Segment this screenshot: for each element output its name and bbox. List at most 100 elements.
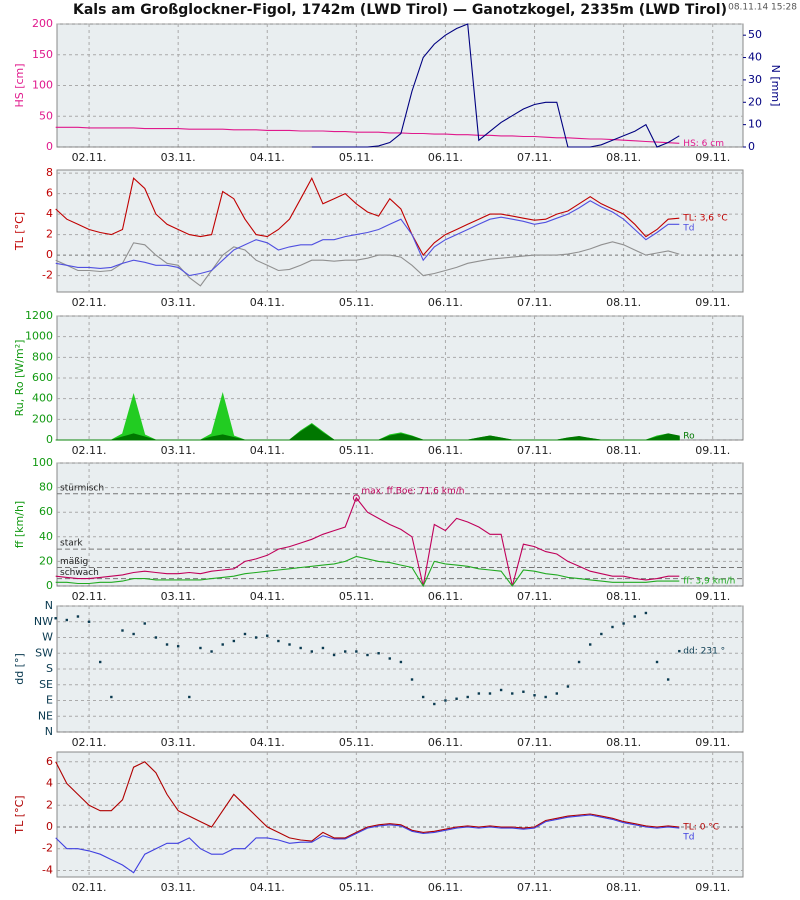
scatter-point [65,618,68,622]
scatter-point [466,695,469,699]
scatter-point [344,650,347,653]
series-label: Ro [683,431,695,441]
scatter-point [577,660,581,664]
series-label: Td [682,224,694,234]
series-label: ff: 3,9 km/h [683,577,735,587]
y-tick-label: 20 [39,554,53,567]
scatter-point [132,632,135,636]
level-label: stark [60,539,83,549]
x-tick-label: 08.11. [606,736,641,749]
y2-tick-label: 40 [748,51,762,64]
scatter-point [176,645,180,648]
x-tick-label: 07.11. [517,590,552,603]
line [55,126,680,144]
x-tick-label: 03.11. [161,296,196,309]
x-tick-label: 07.11. [517,296,552,309]
x-tick-label: 09.11. [695,736,730,749]
scatter-point [277,639,280,643]
x-tick-label: 03.11. [161,151,196,164]
y-tick-label: 200 [32,412,53,425]
level-label: stürmisch [60,483,104,493]
x-tick-label: 05.11. [339,590,374,603]
scatter-point [121,629,124,632]
x-tick-label: 05.11. [339,444,374,457]
y-tick-label: 0 [46,433,53,446]
y2-tick-label: 20 [748,95,762,108]
series-label: TL: 3,6 °C [682,214,727,224]
x-tick-label: 04.11. [250,296,285,309]
scatter-point [666,678,670,681]
x-tick-label: 09.11. [695,151,730,164]
x-tick-label: 08.11. [606,444,641,457]
scatter-point [421,695,425,699]
scatter-point [544,695,547,699]
y-tick-label: S [46,662,53,675]
y-tick-label: 2 [46,228,53,241]
y2-tick-label: 30 [748,73,762,86]
scatter-point [154,636,158,639]
line [55,176,680,257]
line [55,761,680,842]
scatter-point [622,622,625,625]
scatter-point [332,653,336,657]
scatter-point [355,650,358,653]
area [55,424,680,441]
y-tick-label: 200 [32,17,53,30]
x-tick-label: 02.11. [72,590,107,603]
scatter-point [377,652,380,655]
y2-tick-label: 0 [748,140,755,153]
y-tick-label: 6 [46,755,53,768]
x-tick-label: 06.11. [428,151,463,164]
scatter-point [410,678,414,681]
x-tick-label: 04.11. [250,151,285,164]
y-tick-label: 100 [32,79,53,92]
y-axis-label: TL [°C] [13,212,26,251]
x-tick-label: 03.11. [161,590,196,603]
y-tick-label: N [45,599,53,612]
scatter-point [266,634,269,637]
y-tick-label: N [45,725,53,738]
y-tick-label: 80 [39,481,53,494]
scatter-point [143,622,146,625]
x-tick-label: 08.11. [606,296,641,309]
y2-axis-label: N [mm] [769,65,782,107]
scatter-point [455,697,458,700]
scatter-point [232,639,236,643]
scatter-point [433,702,436,706]
y-tick-label: 50 [39,109,53,122]
x-tick-label: 07.11. [517,881,552,894]
scatter-point [165,643,169,646]
line [55,496,680,587]
scatter-point [589,643,592,646]
x-tick-label: 07.11. [517,151,552,164]
scatter-point [243,632,247,636]
y-tick-label: 4 [46,207,53,220]
y2-tick-label: 10 [748,118,762,131]
x-tick-label: 06.11. [428,296,463,309]
y-tick-label: 0 [46,248,53,261]
timestamp: 08.11.14 15:28 [728,3,797,13]
scatter-point [678,649,681,653]
x-tick-label: 02.11. [72,296,107,309]
scatter-point [210,650,213,653]
y-tick-label: 0 [46,579,53,592]
x-tick-label: 08.11. [606,881,641,894]
panel-background [56,169,744,293]
x-tick-label: 08.11. [606,151,641,164]
x-tick-label: 02.11. [72,444,107,457]
y-tick-label: 4 [46,777,53,790]
y-tick-label: 8 [46,166,53,179]
max-label: max. ff.Boe: 71,6 km/h [361,486,464,496]
chart-title: Kals am Großglockner-Figol, 1742m (LWD T… [73,2,727,18]
x-tick-label: 06.11. [428,736,463,749]
series-label: Td [682,833,694,843]
y-tick-label: 0 [46,820,53,833]
x-tick-label: 07.11. [517,444,552,457]
scatter-point [221,643,224,646]
x-tick-label: 02.11. [72,151,107,164]
series-label: dd: 231 ° [683,647,725,657]
scatter-point [188,695,191,699]
x-tick-label: 03.11. [161,736,196,749]
